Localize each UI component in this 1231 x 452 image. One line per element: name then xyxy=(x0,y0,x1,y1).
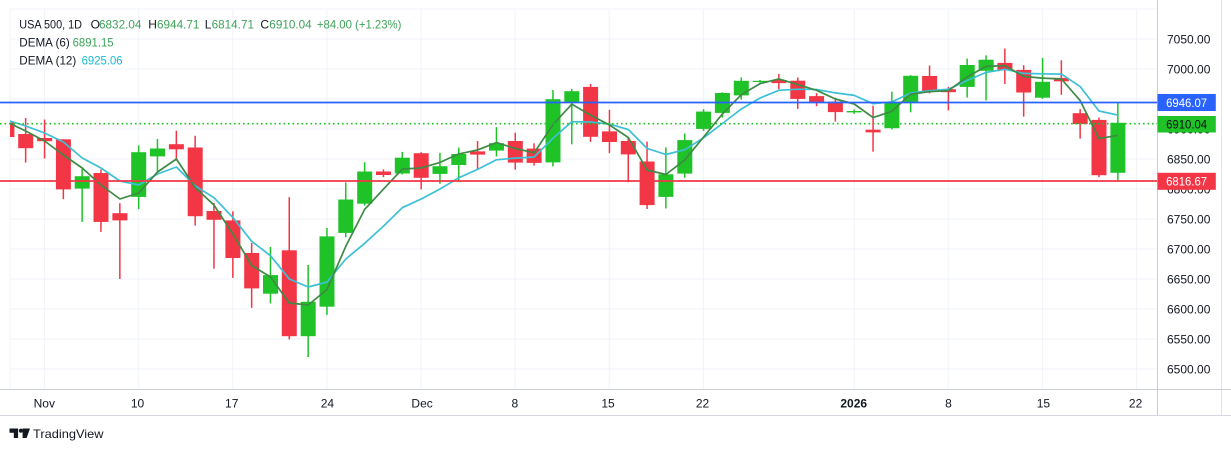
svg-text:15: 15 xyxy=(601,396,615,410)
svg-text:24: 24 xyxy=(321,396,335,410)
svg-text:6910.04: 6910.04 xyxy=(1166,118,1207,132)
svg-text:6816.67: 6816.67 xyxy=(1166,175,1207,189)
svg-text:6850.00: 6850.00 xyxy=(1167,152,1211,166)
svg-text:15: 15 xyxy=(1037,396,1051,410)
svg-text:6832.04: 6832.04 xyxy=(99,18,142,32)
svg-text:8: 8 xyxy=(512,396,519,410)
svg-text:C: C xyxy=(260,18,269,32)
svg-text:6550.00: 6550.00 xyxy=(1167,332,1211,346)
svg-text:DEMA (6): DEMA (6) xyxy=(19,36,70,50)
svg-text:H: H xyxy=(148,18,157,32)
svg-text:L: L xyxy=(205,18,212,32)
svg-text:22: 22 xyxy=(696,396,710,410)
svg-text:6925.06: 6925.06 xyxy=(82,53,123,67)
svg-text:8: 8 xyxy=(945,396,952,410)
svg-text:6946.07: 6946.07 xyxy=(1166,96,1207,110)
svg-text:6500.00: 6500.00 xyxy=(1167,362,1211,376)
svg-text:DEMA (12): DEMA (12) xyxy=(19,53,76,67)
svg-text:+84.00 (+1.23%): +84.00 (+1.23%) xyxy=(317,18,402,32)
svg-text:17: 17 xyxy=(225,396,239,410)
svg-text:10: 10 xyxy=(131,396,145,410)
svg-text:6910.04: 6910.04 xyxy=(269,18,312,32)
svg-text:7000.00: 7000.00 xyxy=(1167,62,1211,76)
svg-text:O: O xyxy=(91,18,100,32)
svg-text:2026: 2026 xyxy=(840,396,867,410)
svg-text:7050.00: 7050.00 xyxy=(1167,32,1211,46)
svg-text:6750.00: 6750.00 xyxy=(1167,212,1211,226)
svg-text:6944.71: 6944.71 xyxy=(157,18,200,32)
svg-text:USA 500, 1D: USA 500, 1D xyxy=(19,18,82,32)
svg-text:6600.00: 6600.00 xyxy=(1167,302,1211,316)
svg-text:TradingView: TradingView xyxy=(33,427,104,441)
svg-text:6891.15: 6891.15 xyxy=(73,36,114,50)
svg-text:Dec: Dec xyxy=(411,396,432,410)
svg-text:6700.00: 6700.00 xyxy=(1167,242,1211,256)
svg-text:Nov: Nov xyxy=(34,396,55,410)
svg-text:6814.71: 6814.71 xyxy=(212,18,255,32)
svg-text:22: 22 xyxy=(1129,396,1143,410)
svg-text:6650.00: 6650.00 xyxy=(1167,272,1211,286)
